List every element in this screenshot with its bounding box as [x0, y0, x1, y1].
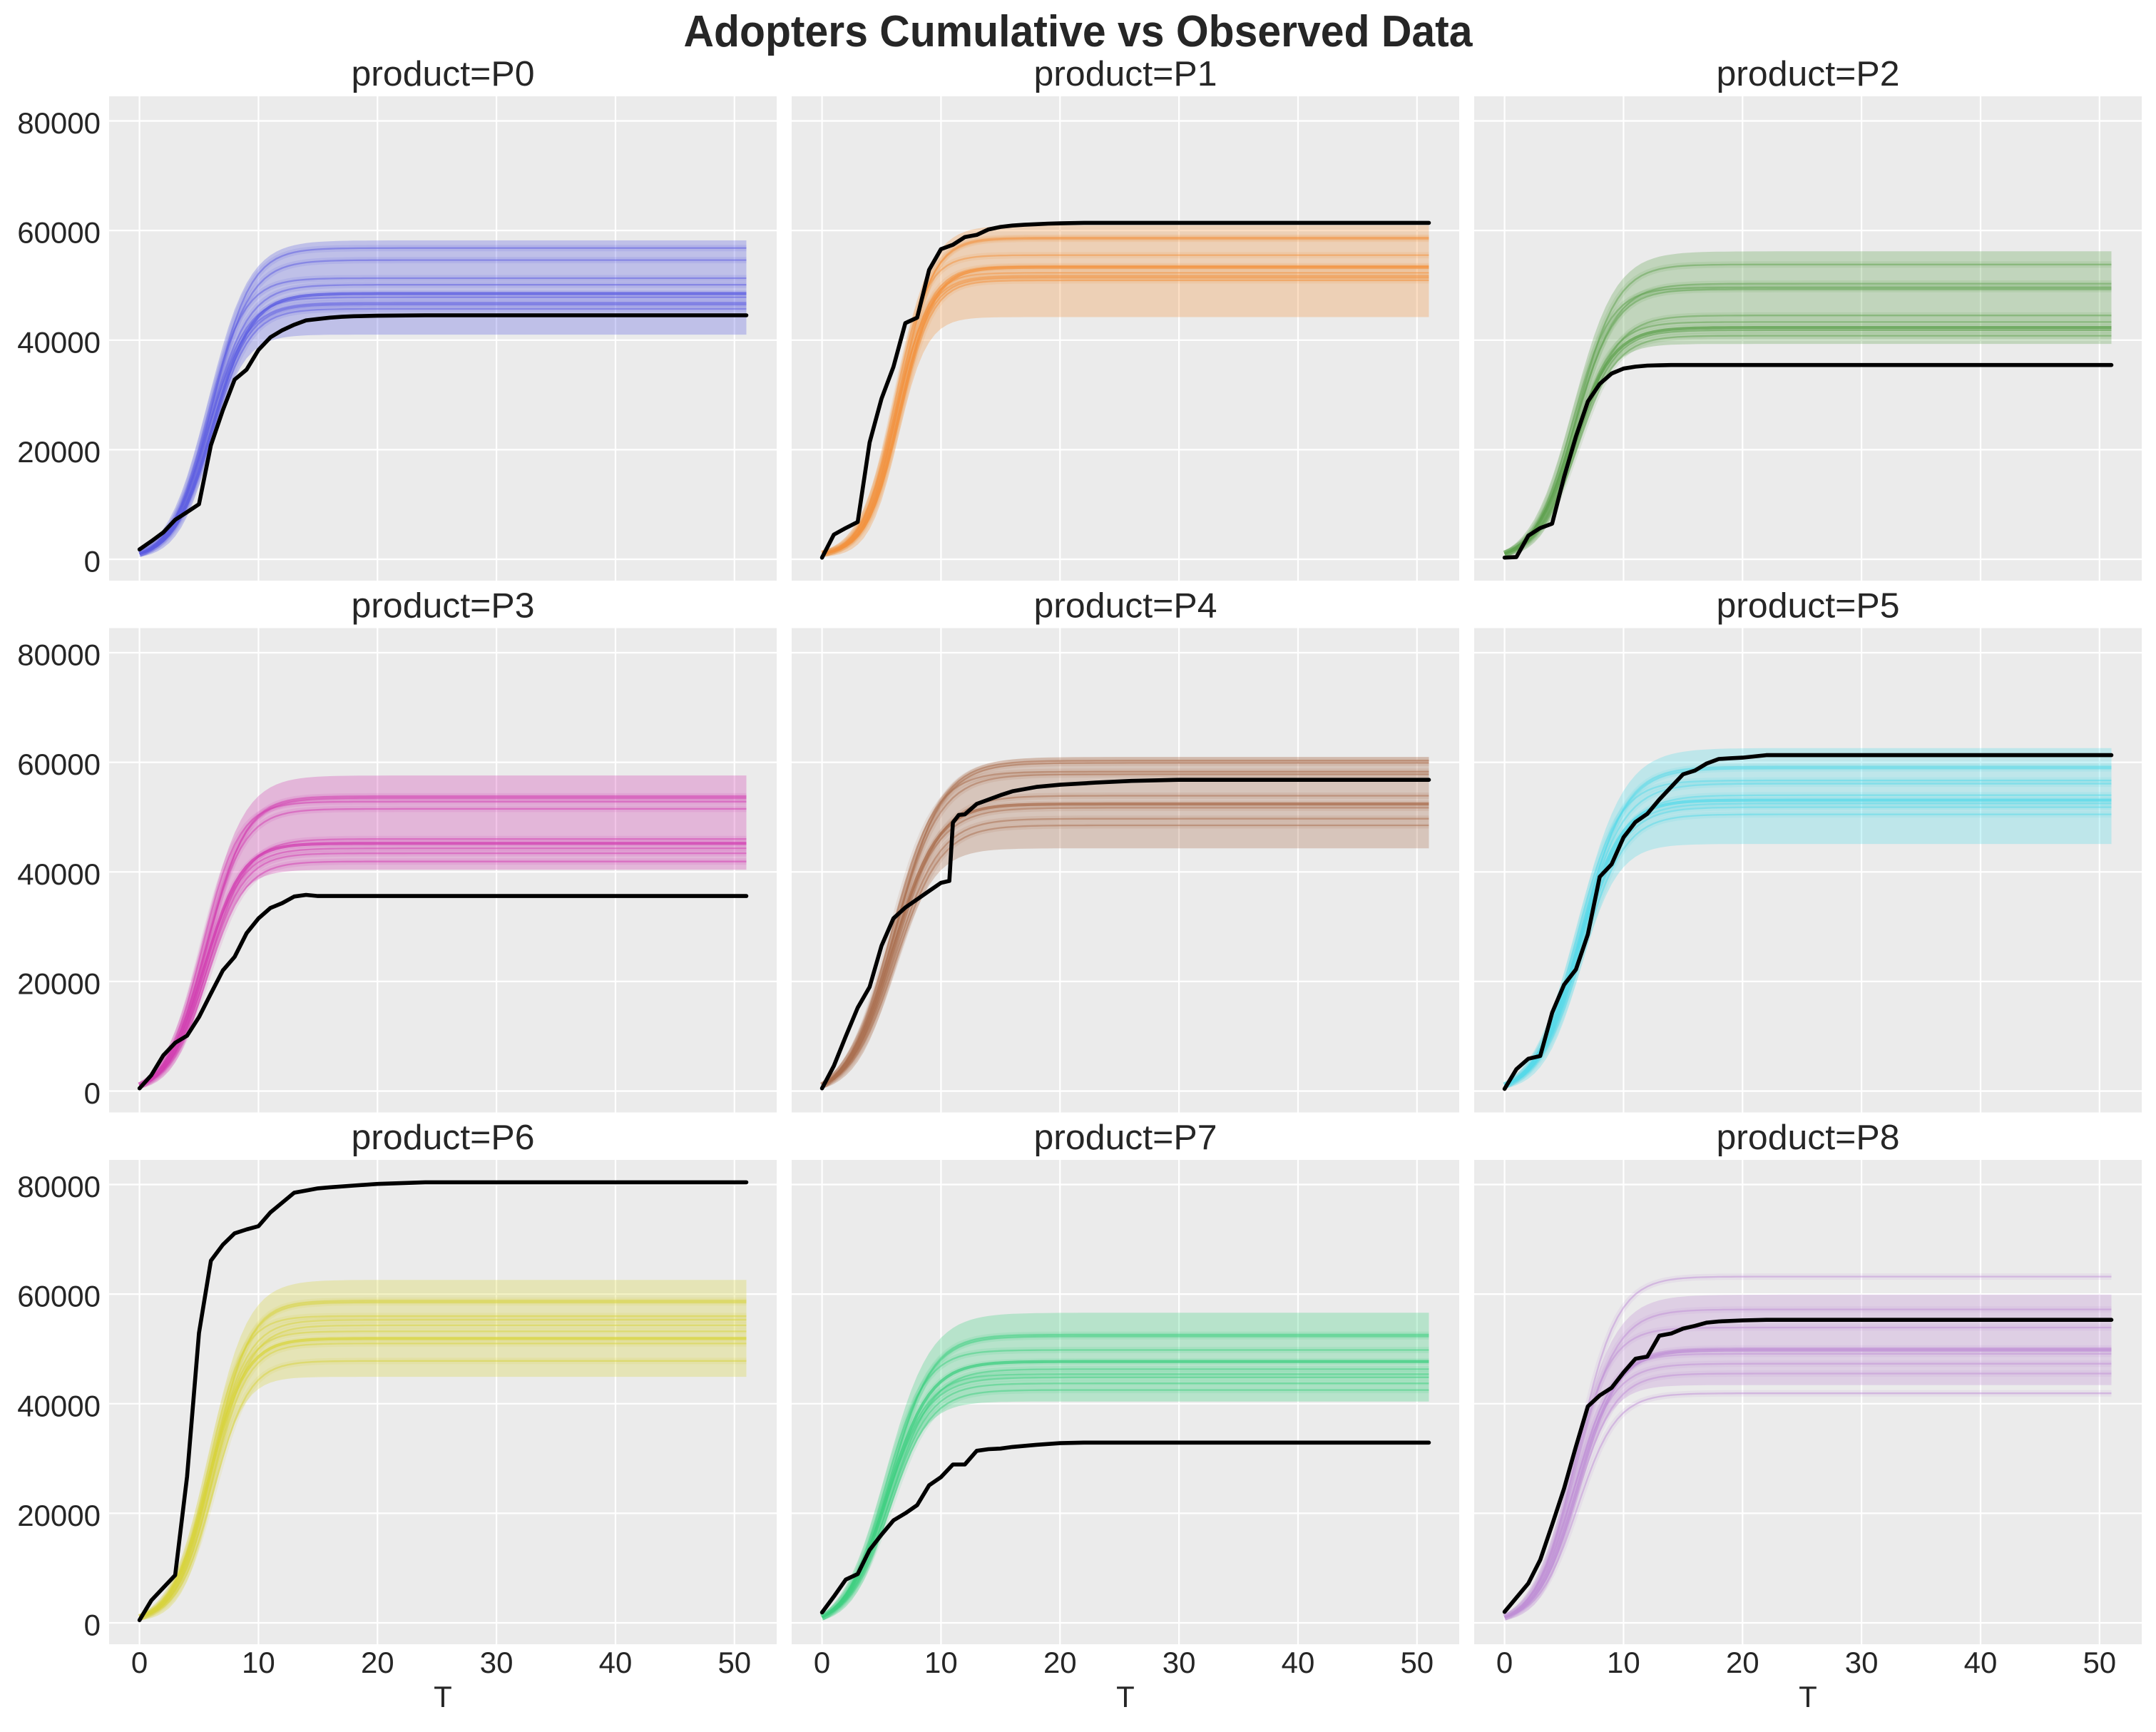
svg-text:20000: 20000: [17, 435, 101, 469]
svg-text:product=P6: product=P6: [352, 1119, 535, 1157]
svg-text:30: 30: [1845, 1646, 1879, 1679]
svg-text:50: 50: [2083, 1646, 2116, 1679]
svg-text:20: 20: [1043, 1646, 1077, 1679]
svg-text:40: 40: [1964, 1646, 1998, 1679]
svg-text:40: 40: [599, 1646, 633, 1679]
svg-text:0: 0: [84, 545, 101, 579]
svg-text:product=P7: product=P7: [1034, 1119, 1217, 1157]
svg-text:T: T: [1799, 1680, 1817, 1713]
svg-text:30: 30: [1163, 1646, 1196, 1679]
svg-text:60000: 60000: [17, 748, 101, 781]
svg-text:product=P8: product=P8: [1717, 1119, 1900, 1157]
svg-text:product=P1: product=P1: [1034, 55, 1217, 93]
svg-text:product=P4: product=P4: [1034, 587, 1217, 626]
svg-text:40000: 40000: [17, 1389, 101, 1422]
svg-text:0: 0: [814, 1646, 830, 1679]
svg-text:10: 10: [924, 1646, 958, 1679]
svg-text:product=P2: product=P2: [1717, 55, 1900, 93]
svg-text:T: T: [1116, 1680, 1135, 1713]
svg-text:20000: 20000: [17, 1499, 101, 1532]
svg-text:40: 40: [1282, 1646, 1315, 1679]
svg-text:product=P0: product=P0: [352, 55, 535, 93]
svg-text:40000: 40000: [17, 857, 101, 891]
svg-text:20: 20: [361, 1646, 394, 1679]
svg-text:product=P5: product=P5: [1717, 587, 1900, 626]
svg-text:60000: 60000: [17, 1280, 101, 1313]
svg-text:0: 0: [84, 1609, 101, 1642]
svg-text:80000: 80000: [17, 106, 101, 140]
svg-text:40000: 40000: [17, 325, 101, 359]
svg-text:0: 0: [84, 1076, 101, 1110]
svg-text:50: 50: [1400, 1646, 1434, 1679]
svg-text:80000: 80000: [17, 1170, 101, 1203]
svg-text:50: 50: [717, 1646, 751, 1679]
svg-text:10: 10: [1607, 1646, 1640, 1679]
svg-text:T: T: [434, 1680, 452, 1713]
svg-text:0: 0: [131, 1646, 148, 1679]
svg-text:20000: 20000: [17, 967, 101, 1001]
svg-text:30: 30: [480, 1646, 514, 1679]
svg-text:10: 10: [242, 1646, 275, 1679]
svg-text:20: 20: [1726, 1646, 1759, 1679]
svg-text:0: 0: [1496, 1646, 1513, 1679]
svg-text:product=P3: product=P3: [352, 587, 535, 626]
svg-text:Adopters Cumulative vs Observe: Adopters Cumulative vs Observed Data: [684, 7, 1473, 56]
svg-text:80000: 80000: [17, 638, 101, 672]
svg-text:60000: 60000: [17, 216, 101, 250]
